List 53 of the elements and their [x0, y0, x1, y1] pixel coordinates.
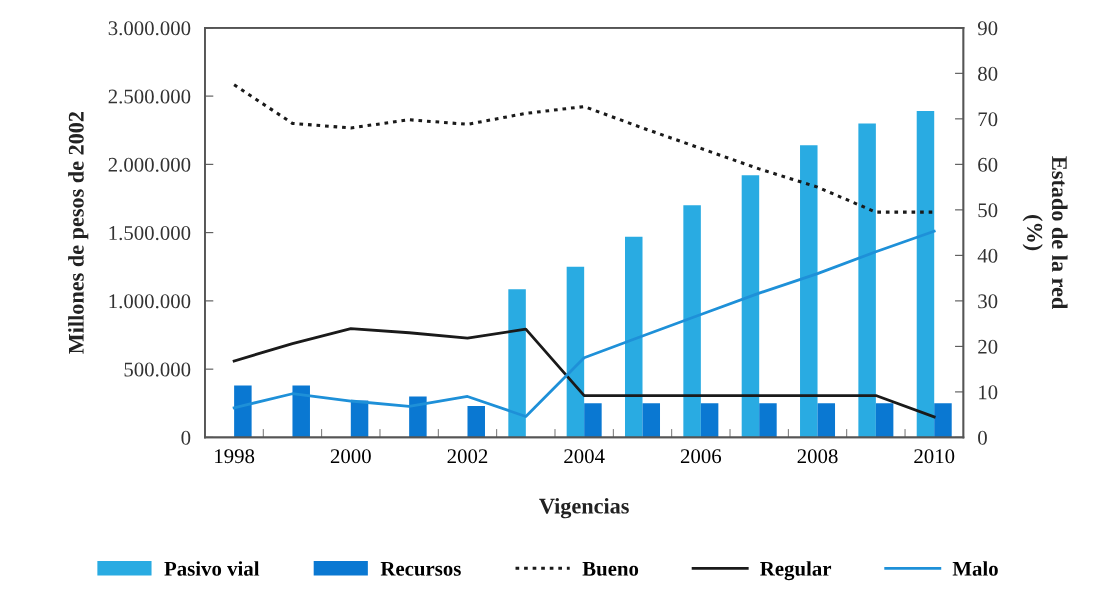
y-axis-title: Millones de pesos de 2002	[68, 111, 89, 354]
bar	[292, 385, 310, 438]
y2-tick-label: 40	[977, 248, 998, 263]
y-tick-label: 0	[181, 430, 191, 445]
bar	[800, 145, 818, 438]
y2-tick-label: 70	[978, 112, 998, 127]
line-series	[232, 327, 936, 419]
y-tick-label: 1.000.000	[109, 294, 191, 309]
legend-label: Pasivo vial	[164, 561, 260, 576]
y-tick-label: 2.500.000	[108, 89, 191, 104]
x-tick-label: 2006	[680, 449, 722, 464]
x-tick-label: 2000	[330, 449, 371, 464]
bar	[741, 175, 760, 438]
y-tick-label: 1.500.000	[109, 226, 191, 241]
bar	[700, 403, 719, 438]
y2-tick-label: 10	[979, 385, 998, 400]
bar	[875, 403, 894, 438]
legend-label: Bueno	[582, 561, 639, 576]
x-tick-label: 1998	[215, 449, 255, 464]
bar	[625, 236, 643, 438]
bar	[817, 403, 836, 438]
bar	[584, 403, 602, 438]
x-tick-label: 2010	[914, 449, 955, 464]
y2-axis-title: Estado de la red (%)	[1022, 156, 1068, 310]
bar	[858, 123, 876, 438]
bar	[683, 205, 701, 438]
legend-label: Regular	[760, 561, 832, 581]
bar	[467, 406, 485, 438]
bar	[409, 396, 427, 438]
legend-label: Recursos	[380, 561, 461, 576]
y-tick-label: 3.000.000	[108, 21, 191, 36]
x-tick-label: 2004	[564, 449, 605, 464]
x-tick-label: 2008	[797, 449, 838, 464]
bar	[934, 403, 952, 438]
y2-tick-label: 60	[978, 157, 998, 172]
y-tick-label: 500.000	[124, 362, 191, 377]
line-series	[232, 229, 936, 418]
x-tick-label: 2002	[447, 449, 488, 464]
y2-tick-label: 0	[978, 430, 987, 445]
bar	[759, 403, 777, 438]
y2-tick-label: 50	[978, 203, 998, 218]
bar	[642, 403, 661, 438]
bar	[234, 385, 252, 438]
bar	[566, 266, 585, 438]
x-axis-title: Vigencias	[539, 497, 629, 519]
y2-tick-label: 90	[977, 21, 998, 36]
y2-tick-label: 80	[978, 66, 998, 81]
legend-label: Malo	[952, 561, 998, 576]
y2-tick-label: 30	[978, 294, 998, 309]
bar	[508, 289, 526, 438]
y2-tick-label: 20	[978, 339, 998, 354]
bar	[916, 111, 935, 438]
y-tick-label: 2.000.000	[108, 157, 191, 172]
